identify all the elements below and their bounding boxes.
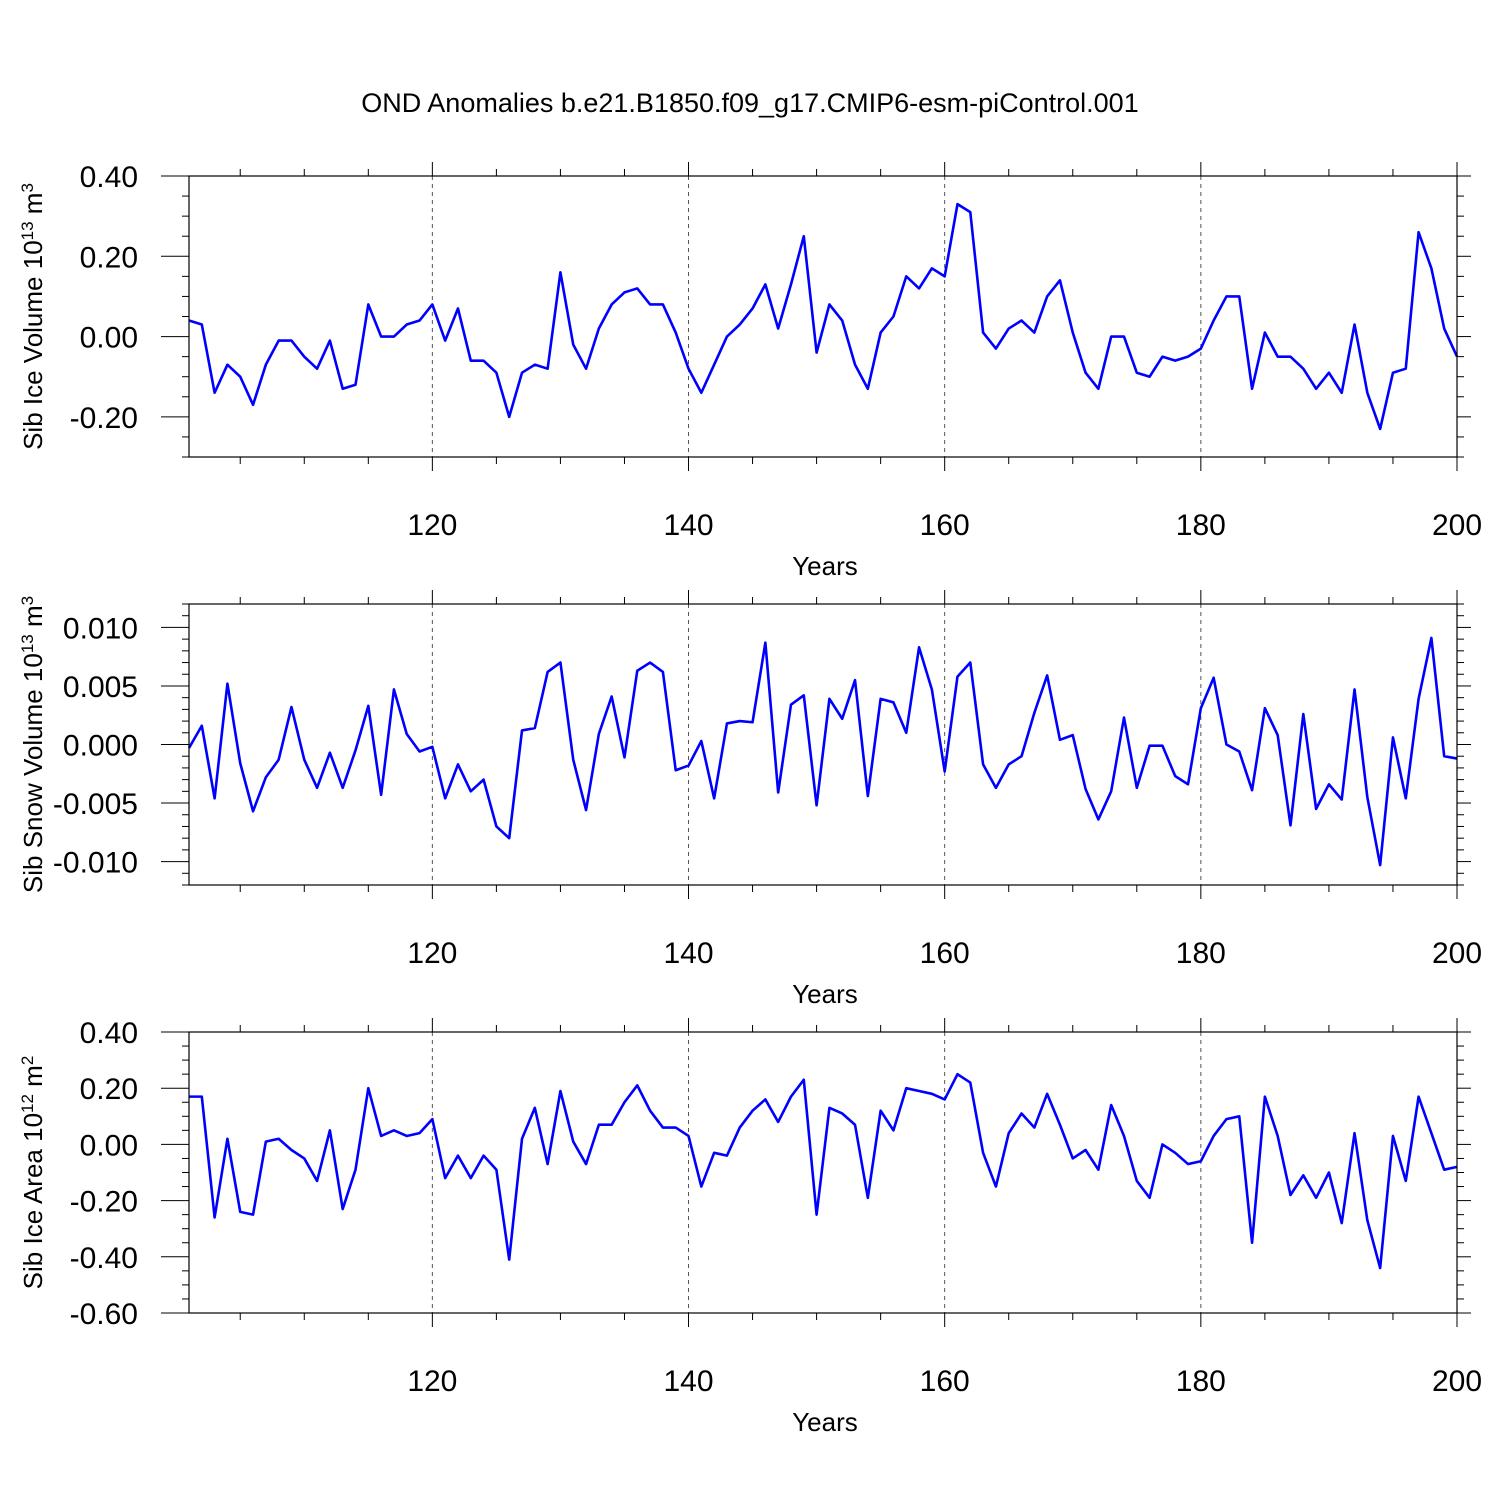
x-tick-label-140: 140 [663,937,713,970]
x-tick-label-140: 140 [663,509,713,542]
x-tick-label-180: 180 [1176,509,1226,542]
series-line-ice-area [189,1072,1458,1270]
y-tick-label-0.005: 0.005 [63,671,138,704]
x-tick-label-200: 200 [1432,1365,1482,1398]
x-tick-label-120: 120 [407,937,457,970]
panel-snow-volume: 120 140 160 180 200 -0.010 -0.005 0.000 0.005 0.0… [18,590,1482,1009]
y-axis-title: Sib Ice Area 1012 m2 [18,1056,48,1290]
y-tick-label-0.40: 0.40 [80,161,138,194]
x-axis-title: Years [792,1407,858,1437]
x-tick-label-120: 120 [407,509,457,542]
y-axis-title: Sib Ice Volume 1013 m3 [18,183,48,450]
series-line-snow-volume [187,636,1458,867]
x-tick-label-160: 160 [920,509,970,542]
panel-ice-volume: 120 140 160 180 200 -0.20 0.00 0.20 0.40 Years Sib… [18,161,1482,581]
plot-frame [188,175,1458,458]
x-tick-label-120: 120 [407,1365,457,1398]
y-tick-label--0.40: -0.40 [70,1242,138,1275]
y-tick-label-0.00: 0.00 [80,1129,138,1162]
x-tick-label-180: 180 [1176,937,1226,970]
y-tick-label--0.20: -0.20 [70,402,138,435]
x-tick-label-160: 160 [920,1365,970,1398]
y-tick-label-0.00: 0.00 [80,322,138,355]
plot-frame [188,603,1458,886]
y-tick-label--0.60: -0.60 [70,1298,138,1331]
y-axis-title: Sib Snow Volume 1013 m3 [18,596,48,893]
y-tick-label-0.40: 0.40 [80,1017,138,1050]
panels: 120 140 160 180 200 -0.20 0.00 0.20 0.40 Years Sib… [18,161,1482,1437]
y-tick-label--0.010: -0.010 [53,847,138,880]
y-tick-label-0.20: 0.20 [80,1073,138,1106]
y-tick-label-0.010: 0.010 [63,612,138,645]
x-tick-label-140: 140 [663,1365,713,1398]
x-tick-label-160: 160 [920,937,970,970]
x-tick-label-180: 180 [1176,1365,1226,1398]
y-tick-label--0.005: -0.005 [53,788,138,821]
panel-ice-area: 120 140 160 180 200 -0.60 -0.40 -0.20 0.00 0.20 0.… [18,1017,1482,1437]
x-tick-label-200: 200 [1432,937,1482,970]
x-axis-title: Years [792,979,858,1009]
plot-frame [188,1031,1458,1314]
y-tick-label--0.20: -0.20 [70,1186,138,1219]
figure-title: OND Anomalies b.e21.B1850.f09_g17.CMIP6-… [361,88,1138,118]
y-tick-label-0.000: 0.000 [63,730,138,763]
y-tick-label-0.20: 0.20 [80,241,138,274]
series-line-ice-volume [188,202,1459,431]
x-axis-title: Years [792,551,858,581]
x-tick-label-200: 200 [1432,509,1482,542]
